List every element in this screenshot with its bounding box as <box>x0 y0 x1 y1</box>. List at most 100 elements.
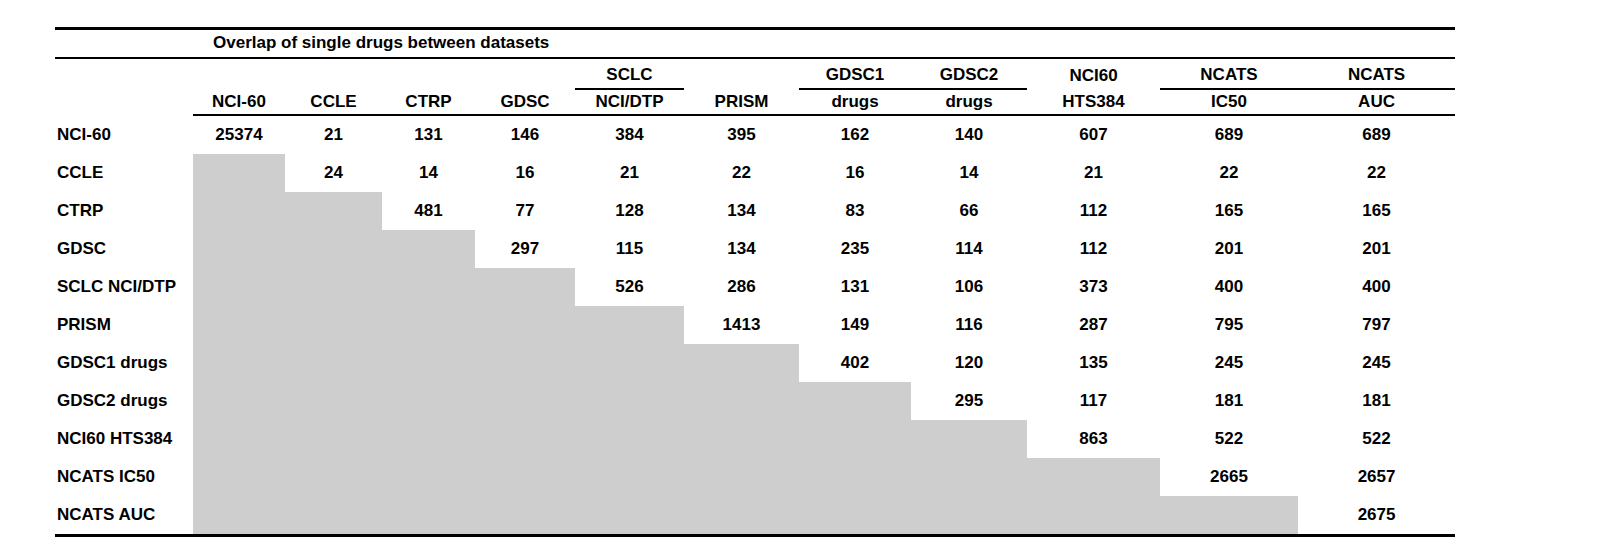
row-label: NCI-60 <box>55 115 193 154</box>
matrix-cell-shaded <box>684 344 799 382</box>
matrix-cell-shaded <box>285 268 382 306</box>
matrix-cell-value: 863 <box>1027 420 1160 458</box>
matrix-cell-value: 607 <box>1027 115 1160 154</box>
matrix-cell-value: 21 <box>575 154 684 192</box>
matrix-cell-shaded <box>193 154 285 192</box>
table-body: NCI-602537421131146384395162140607689689… <box>55 115 1455 536</box>
table-row: GDSC297115134235114112201201 <box>55 230 1455 268</box>
table-row: GDSC1 drugs402120135245245 <box>55 344 1455 382</box>
matrix-cell-value: 16 <box>475 154 575 192</box>
row-label: CTRP <box>55 192 193 230</box>
matrix-cell-shaded <box>1027 496 1160 536</box>
matrix-cell-shaded <box>193 496 285 536</box>
matrix-cell-shaded <box>799 458 911 496</box>
row-label: GDSC2 drugs <box>55 382 193 420</box>
row-label: GDSC <box>55 230 193 268</box>
matrix-cell-shaded <box>285 306 382 344</box>
corner-cell <box>55 89 193 115</box>
matrix-cell-value: 21 <box>1027 154 1160 192</box>
row-label: NCATS IC50 <box>55 458 193 496</box>
matrix-cell-shaded <box>684 496 799 536</box>
column-group-header <box>475 58 575 89</box>
matrix-cell-shaded <box>575 420 684 458</box>
matrix-cell-value: 114 <box>911 230 1027 268</box>
column-group-header <box>684 58 799 89</box>
matrix-cell-value: 522 <box>1160 420 1298 458</box>
matrix-cell-value: 400 <box>1160 268 1298 306</box>
column-group-header: GDSC2 <box>911 58 1027 89</box>
matrix-cell-shaded <box>475 306 575 344</box>
matrix-cell-value: 135 <box>1027 344 1160 382</box>
matrix-cell-value: 235 <box>799 230 911 268</box>
matrix-cell-value: 181 <box>1298 382 1455 420</box>
matrix-cell-value: 522 <box>1298 420 1455 458</box>
matrix-cell-value: 106 <box>911 268 1027 306</box>
matrix-cell-value: 134 <box>684 192 799 230</box>
page: Overlap of single drugs between datasets… <box>0 0 1616 559</box>
column-group-header <box>285 58 382 89</box>
matrix-cell-shaded <box>575 382 684 420</box>
matrix-cell-value: 115 <box>575 230 684 268</box>
matrix-cell-shaded <box>575 306 684 344</box>
overlap-table: Overlap of single drugs between datasets… <box>55 27 1455 537</box>
column-group-header: NCI60 <box>1027 58 1160 89</box>
column-group-header: GDSC1 <box>799 58 911 89</box>
table-row: NCATS IC5026652657 <box>55 458 1455 496</box>
matrix-cell-shaded <box>285 458 382 496</box>
matrix-cell-shaded <box>193 420 285 458</box>
matrix-cell-value: 245 <box>1160 344 1298 382</box>
column-header: NCI/DTP <box>575 89 684 115</box>
matrix-cell-shaded <box>475 382 575 420</box>
matrix-cell-shaded <box>911 496 1027 536</box>
matrix-cell-shaded <box>285 230 382 268</box>
matrix-cell-value: 689 <box>1298 115 1455 154</box>
column-header: NCI-60 <box>193 89 285 115</box>
matrix-cell-shaded <box>684 382 799 420</box>
column-group-header <box>382 58 475 89</box>
column-header: AUC <box>1298 89 1455 115</box>
table-row: NCI60 HTS384863522522 <box>55 420 1455 458</box>
matrix-cell-value: 146 <box>475 115 575 154</box>
matrix-cell-value: 2675 <box>1298 496 1455 536</box>
matrix-cell-value: 1413 <box>684 306 799 344</box>
matrix-cell-shaded <box>799 420 911 458</box>
matrix-cell-value: 201 <box>1298 230 1455 268</box>
matrix-cell-value: 287 <box>1027 306 1160 344</box>
matrix-cell-shaded <box>911 420 1027 458</box>
matrix-cell-shaded <box>1027 458 1160 496</box>
matrix-cell-value: 14 <box>911 154 1027 192</box>
row-label: CCLE <box>55 154 193 192</box>
matrix-cell-shaded <box>193 306 285 344</box>
matrix-cell-shaded <box>382 230 475 268</box>
matrix-cell-value: 526 <box>575 268 684 306</box>
matrix-cell-shaded <box>382 420 475 458</box>
column-header: CTRP <box>382 89 475 115</box>
matrix-cell-shaded <box>193 382 285 420</box>
matrix-cell-value: 286 <box>684 268 799 306</box>
matrix-cell-value: 22 <box>1160 154 1298 192</box>
matrix-cell-value: 14 <box>382 154 475 192</box>
matrix-cell-shaded <box>193 268 285 306</box>
matrix-cell-value: 116 <box>911 306 1027 344</box>
matrix-cell-shaded <box>475 420 575 458</box>
matrix-cell-shaded <box>285 420 382 458</box>
matrix-cell-value: 297 <box>475 230 575 268</box>
matrix-cell-value: 120 <box>911 344 1027 382</box>
matrix-cell-shaded <box>1160 496 1298 536</box>
column-header-row: NCI-60CCLECTRPGDSCNCI/DTPPRISMdrugsdrugs… <box>55 89 1455 115</box>
matrix-cell-value: 295 <box>911 382 1027 420</box>
matrix-cell-shaded <box>382 344 475 382</box>
table-title: Overlap of single drugs between datasets <box>55 29 1455 59</box>
corner-cell <box>55 58 193 89</box>
matrix-cell-value: 24 <box>285 154 382 192</box>
matrix-cell-value: 245 <box>1298 344 1455 382</box>
matrix-cell-value: 131 <box>799 268 911 306</box>
column-group-header: SCLC <box>575 58 684 89</box>
row-label: PRISM <box>55 306 193 344</box>
matrix-cell-shaded <box>799 382 911 420</box>
matrix-cell-value: 22 <box>1298 154 1455 192</box>
matrix-cell-shaded <box>285 192 382 230</box>
table-header: Overlap of single drugs between datasets… <box>55 29 1455 116</box>
matrix-cell-value: 689 <box>1160 115 1298 154</box>
matrix-cell-shaded <box>382 382 475 420</box>
